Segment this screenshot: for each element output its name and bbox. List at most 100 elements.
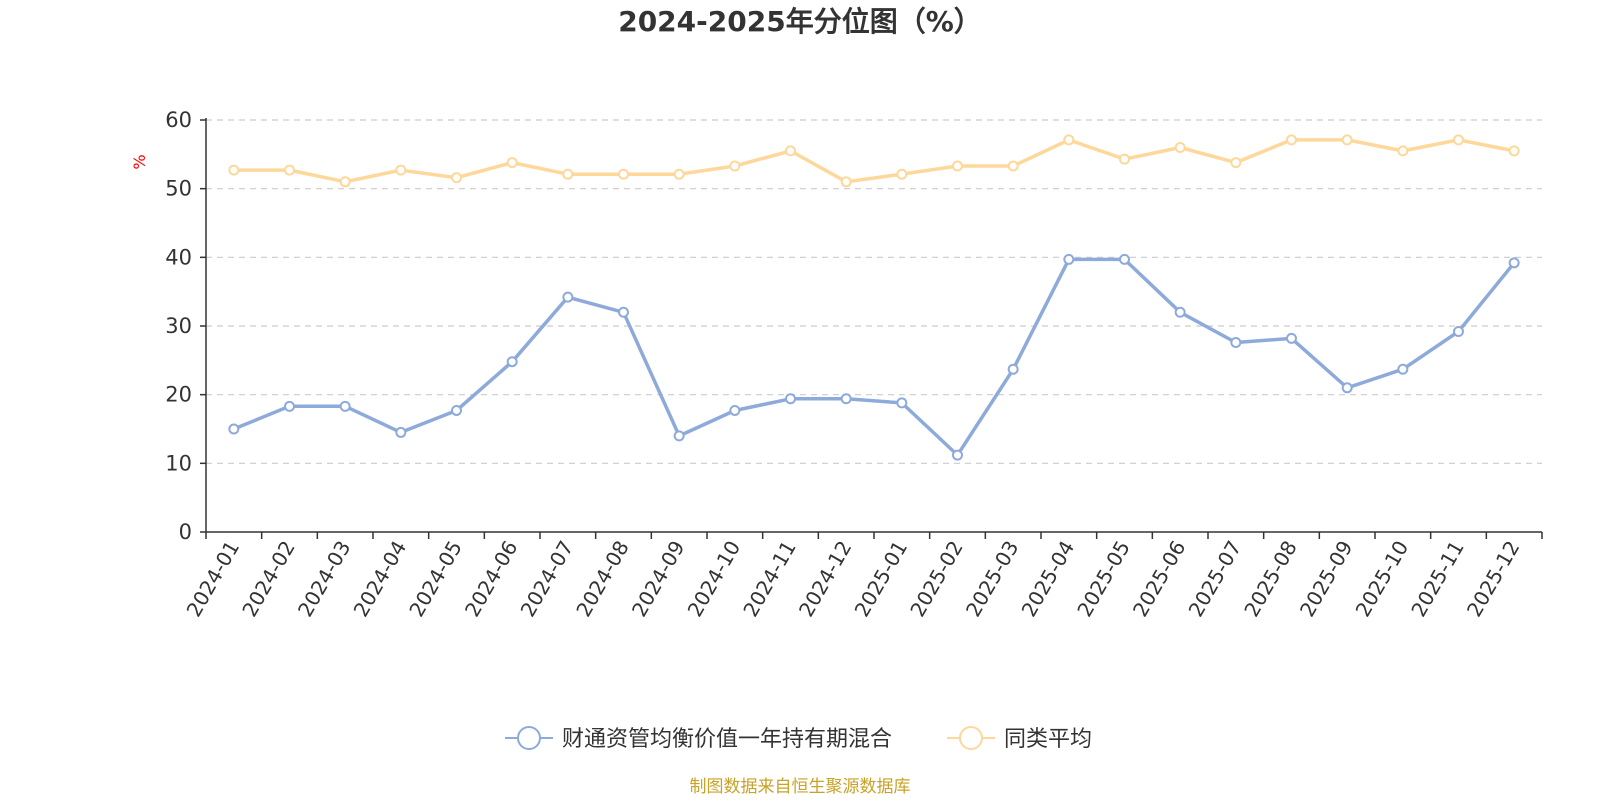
data-point xyxy=(1119,153,1130,165)
y-tick-label: 20 xyxy=(165,383,192,407)
x-tick-label: 2025-04 xyxy=(1017,537,1080,621)
series-line xyxy=(233,138,1515,184)
data-point xyxy=(395,426,407,438)
legend-marker xyxy=(959,726,983,750)
x-tick-label: 2025-08 xyxy=(1239,537,1302,621)
x-tick-label: 2024-01 xyxy=(182,537,245,621)
data-point xyxy=(562,291,574,303)
data-point xyxy=(618,306,629,318)
legend-label: 财通资管均衡价值一年持有期混合 xyxy=(562,727,892,752)
data-point xyxy=(1119,253,1130,265)
x-tick-label: 2024-06 xyxy=(460,537,523,621)
x-tick-label: 2024-04 xyxy=(349,537,412,621)
x-tick-label: 2024-10 xyxy=(683,537,746,621)
x-tick-label: 2024-07 xyxy=(516,537,579,621)
x-tick-label: 2025-11 xyxy=(1406,537,1469,621)
data-point xyxy=(228,164,240,176)
data-point xyxy=(228,423,240,435)
data-point xyxy=(284,400,295,412)
data-point xyxy=(1341,134,1353,146)
y-tick-labels: 0 10 20 30 40 50 60 xyxy=(165,108,192,544)
data-point xyxy=(1007,363,1019,375)
data-point xyxy=(896,397,908,409)
x-tick-label: 2024-11 xyxy=(738,537,801,621)
series-1 xyxy=(228,134,1520,188)
data-point xyxy=(729,404,741,416)
data-point xyxy=(562,168,574,180)
data-point xyxy=(339,400,351,412)
data-point xyxy=(785,393,796,405)
y-tick-label: 10 xyxy=(165,451,192,475)
data-point xyxy=(952,160,963,172)
data-point xyxy=(1063,253,1075,265)
x-tick-label: 2025-06 xyxy=(1128,537,1191,621)
x-tick-label: 2024-03 xyxy=(293,537,356,621)
y-tick-label: 40 xyxy=(165,245,192,269)
x-tick-label: 2024-02 xyxy=(237,537,300,621)
x-tick-label: 2025-10 xyxy=(1351,537,1414,621)
chart-title: 2024-2025年分位图（%） xyxy=(618,5,982,38)
data-point xyxy=(395,164,407,176)
x-tick-label: 2025-02 xyxy=(905,537,968,621)
y-tick-label: 30 xyxy=(165,314,192,338)
x-tick-label: 2024-08 xyxy=(571,537,634,621)
data-point xyxy=(896,168,908,180)
data-point xyxy=(1508,257,1520,269)
y-axis-label: % xyxy=(130,154,149,169)
x-tick-label: 2025-05 xyxy=(1072,537,1135,621)
axes xyxy=(200,118,1543,539)
x-tick-label: 2025-07 xyxy=(1184,537,1247,621)
data-point xyxy=(1007,160,1019,172)
data-point xyxy=(1397,145,1409,157)
data-point xyxy=(1453,134,1464,146)
series-line xyxy=(233,257,1516,457)
series xyxy=(228,134,1520,461)
x-tick-label: 2024-05 xyxy=(404,537,467,621)
legend: 财通资管均衡价值一年持有期混合 同类平均 xyxy=(505,726,1092,752)
x-tick-label: 2025-09 xyxy=(1295,537,1358,621)
y-tick-label: 0 xyxy=(179,520,192,544)
x-tick-label: 2024-09 xyxy=(627,537,690,621)
series-0 xyxy=(228,253,1520,461)
data-point xyxy=(1397,363,1409,375)
data-point xyxy=(506,356,518,368)
source-note: 制图数据来自恒生聚源数据库 xyxy=(689,777,911,797)
data-point xyxy=(451,172,462,184)
legend-item-1: 同类平均 xyxy=(947,726,1092,752)
data-point xyxy=(729,160,741,172)
x-tick-label: 2025-01 xyxy=(850,537,913,621)
grid-lines xyxy=(206,119,1542,464)
legend-marker xyxy=(517,726,541,750)
data-point xyxy=(339,176,351,188)
data-point xyxy=(673,168,685,180)
data-point xyxy=(1453,325,1464,337)
y-tick-label: 50 xyxy=(165,177,192,201)
data-point xyxy=(1230,336,1242,348)
x-tick-label: 2025-03 xyxy=(961,537,1024,621)
data-point xyxy=(1174,306,1186,318)
data-point xyxy=(618,168,629,180)
data-point xyxy=(284,164,295,176)
y-tick-label: 60 xyxy=(165,108,192,132)
data-point xyxy=(840,176,852,188)
x-tick-label: 2025-12 xyxy=(1462,537,1525,621)
x-tick-label: 2024-12 xyxy=(794,537,857,621)
data-point xyxy=(1341,382,1353,394)
data-point xyxy=(1063,134,1075,146)
data-point xyxy=(1230,157,1242,169)
legend-item-0: 财通资管均衡价值一年持有期混合 xyxy=(505,726,892,752)
data-point xyxy=(785,145,796,157)
data-point xyxy=(506,157,518,169)
data-point xyxy=(952,449,963,461)
data-point xyxy=(1286,134,1297,146)
legend-label: 同类平均 xyxy=(1004,727,1092,752)
data-point xyxy=(451,404,462,416)
data-point xyxy=(673,430,685,442)
data-point xyxy=(1286,332,1297,344)
data-point xyxy=(1174,141,1186,153)
data-point xyxy=(840,393,852,405)
x-tick-labels: 2024-012024-022024-032024-042024-052024-… xyxy=(182,537,1525,621)
data-point xyxy=(1508,145,1520,157)
